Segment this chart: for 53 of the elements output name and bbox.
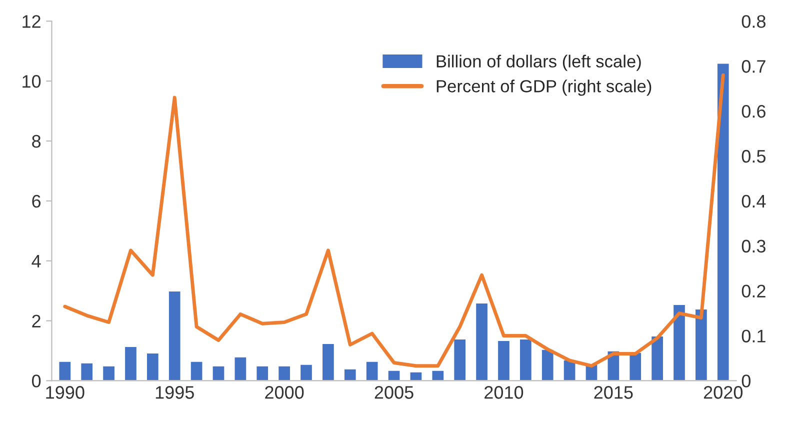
bar [430, 370, 445, 381]
y2-tick-label: 0.5 [742, 150, 766, 163]
bar [168, 290, 182, 381]
y2-tick-label: 0.7 [742, 60, 766, 73]
x-tick-label: 2015 [594, 386, 633, 399]
bar [518, 338, 533, 381]
bar [80, 362, 94, 381]
bar [650, 335, 664, 381]
bar [124, 346, 138, 381]
bar [474, 302, 489, 381]
x-tick-label: 1990 [46, 386, 84, 399]
y2-tick-label: 0.2 [742, 284, 766, 298]
legend-label: Billion of dollars (left scale) [436, 54, 641, 71]
bar [386, 370, 402, 381]
y-tick-label: 4 [32, 254, 41, 268]
y-tick-label: 10 [22, 75, 41, 88]
bar [321, 342, 336, 381]
bar [299, 364, 314, 381]
y-tick-label: 0 [32, 374, 41, 388]
bar [672, 304, 686, 381]
bar [716, 62, 730, 381]
line-series [63, 73, 725, 368]
bar [694, 308, 708, 381]
bar [496, 340, 511, 381]
bar [408, 371, 424, 381]
y2-tick-label: 0.8 [742, 15, 766, 28]
bar [189, 360, 204, 381]
bar [233, 356, 248, 381]
y2-tick-label: 0 [742, 374, 750, 388]
x-tick-label: 2005 [374, 386, 414, 399]
y2-tick-label: 0.4 [742, 194, 766, 208]
bar [255, 365, 270, 381]
x-tick-label: 1995 [156, 386, 194, 399]
x-tick-label: 2010 [484, 386, 524, 399]
y-tick-label: 12 [22, 15, 40, 28]
bar [211, 365, 226, 381]
y2-tick-label: 0.6 [742, 104, 766, 118]
bar [365, 360, 380, 381]
bar [343, 368, 358, 381]
bar [102, 365, 116, 381]
y2-tick-label: 0.1 [742, 330, 766, 342]
bar [146, 352, 160, 381]
y2-tick-label: 0.3 [742, 240, 766, 253]
y-tick-label: 8 [32, 134, 41, 148]
bar [452, 338, 467, 381]
y-tick-label: 6 [32, 194, 41, 208]
legend-label: Percent of GDP (right scale) [436, 80, 652, 96]
y-tick-label: 2 [32, 314, 40, 328]
x-tick-label: 2020 [704, 386, 743, 399]
bar [277, 365, 292, 381]
bar [58, 360, 72, 381]
bar [540, 348, 555, 381]
x-tick-label: 2000 [265, 386, 304, 399]
